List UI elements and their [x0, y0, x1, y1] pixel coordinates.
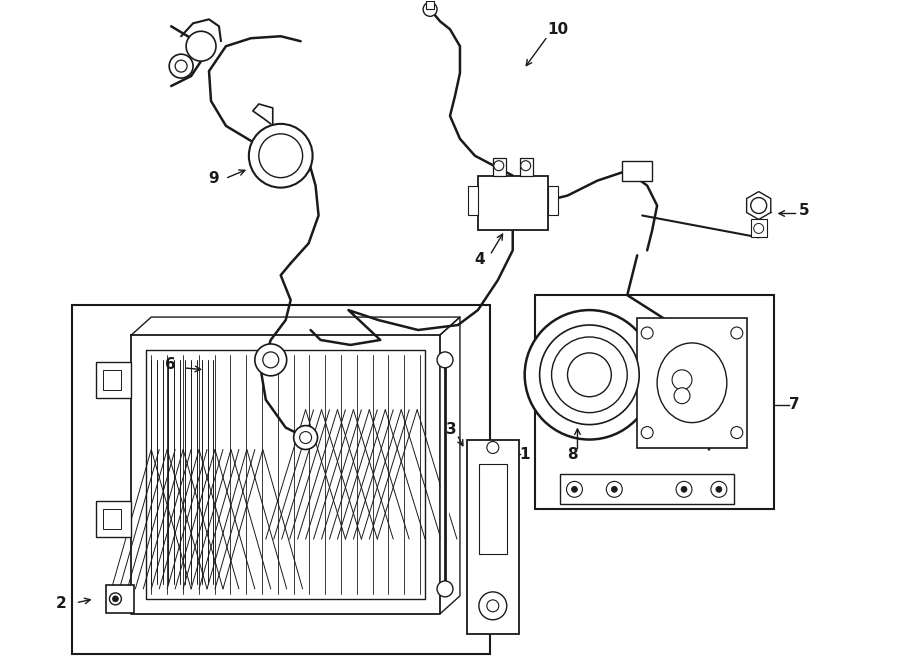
Circle shape	[607, 481, 622, 497]
Text: 5: 5	[798, 203, 809, 218]
Polygon shape	[747, 192, 770, 219]
Bar	[96, 501, 131, 537]
Circle shape	[437, 581, 453, 597]
Circle shape	[611, 486, 617, 492]
Circle shape	[681, 486, 687, 492]
Circle shape	[293, 426, 318, 449]
Circle shape	[731, 426, 742, 438]
Bar	[560, 475, 733, 504]
Circle shape	[572, 486, 578, 492]
Bar	[751, 219, 767, 237]
Circle shape	[479, 592, 507, 620]
Circle shape	[186, 31, 216, 61]
Bar	[479, 465, 507, 554]
Circle shape	[753, 223, 764, 233]
Circle shape	[751, 198, 767, 214]
Circle shape	[716, 486, 722, 492]
Circle shape	[494, 161, 504, 171]
Circle shape	[110, 593, 122, 605]
Text: 3: 3	[446, 422, 457, 437]
Bar	[535, 295, 774, 509]
Bar	[637, 318, 747, 447]
Circle shape	[259, 134, 302, 178]
Text: 7: 7	[788, 397, 799, 412]
Circle shape	[711, 481, 727, 497]
Text: 2: 2	[56, 596, 67, 611]
Circle shape	[487, 600, 499, 612]
Bar	[104, 509, 122, 529]
Circle shape	[263, 352, 279, 368]
Bar	[106, 585, 134, 613]
Circle shape	[525, 310, 654, 440]
Bar	[96, 362, 131, 398]
Circle shape	[176, 60, 187, 72]
Circle shape	[521, 161, 531, 171]
Circle shape	[674, 388, 690, 404]
Bar	[426, 1, 434, 9]
Text: 6: 6	[166, 358, 176, 372]
Circle shape	[112, 596, 119, 602]
Bar	[72, 305, 490, 654]
Circle shape	[255, 344, 287, 376]
Bar	[622, 161, 652, 180]
Circle shape	[731, 327, 742, 339]
Bar	[468, 186, 478, 215]
Circle shape	[423, 3, 437, 17]
Circle shape	[300, 432, 311, 444]
Circle shape	[169, 54, 194, 78]
Bar	[519, 158, 533, 176]
Circle shape	[552, 337, 627, 412]
Bar	[493, 158, 506, 176]
Circle shape	[641, 426, 653, 438]
Circle shape	[248, 124, 312, 188]
Text: 10: 10	[547, 22, 569, 37]
Circle shape	[672, 370, 692, 390]
Bar	[467, 440, 518, 634]
Text: 8: 8	[568, 447, 578, 462]
Bar	[547, 186, 557, 215]
Bar	[104, 370, 122, 390]
Circle shape	[566, 481, 582, 497]
Text: 9: 9	[208, 171, 219, 186]
Text: 4: 4	[474, 253, 485, 267]
Bar	[478, 176, 547, 231]
Circle shape	[437, 352, 453, 368]
Circle shape	[568, 353, 611, 397]
Text: 1: 1	[519, 447, 530, 462]
Circle shape	[540, 325, 639, 424]
Circle shape	[641, 327, 653, 339]
Circle shape	[676, 481, 692, 497]
Ellipse shape	[657, 343, 727, 422]
Circle shape	[487, 442, 499, 453]
